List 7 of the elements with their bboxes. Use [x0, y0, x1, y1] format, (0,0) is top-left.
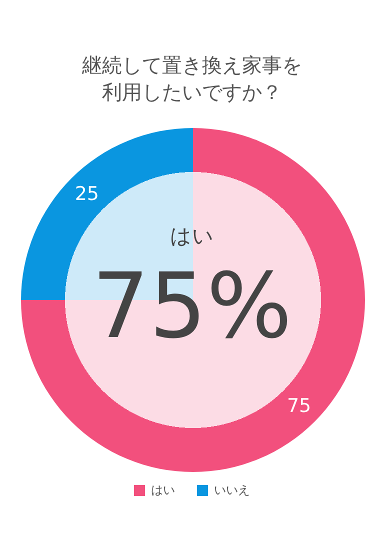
chart-title: 継続して置き換え家事を利用したいですか？: [81, 52, 303, 106]
data-label: 25: [74, 182, 100, 205]
data-label: 75: [286, 395, 312, 418]
text: はい: [169, 223, 215, 250]
legend-label: はい: [151, 482, 175, 499]
text: 75%: [90, 253, 294, 361]
legend-label: いいえ: [214, 482, 250, 499]
